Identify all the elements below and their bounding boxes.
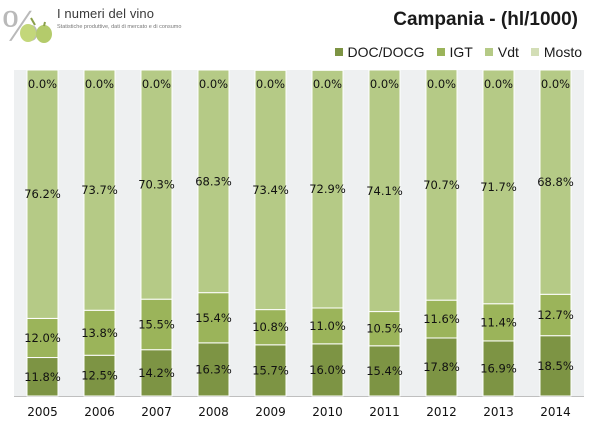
data-label-doc-docg-2009: 15.7% [252,363,289,377]
data-label-mosto-2005: 0.0% [28,77,57,91]
data-label-vdt-2009: 73.4% [252,183,289,197]
bar-doc-docg-2014 [539,335,572,397]
data-label-doc-docg-2008: 16.3% [195,362,232,376]
data-label-vdt-2012: 70.7% [423,178,460,192]
data-label-doc-docg-2013: 16.9% [480,361,517,375]
bar-vdt-2009 [254,69,287,311]
data-label-mosto-2013: 0.0% [484,77,513,91]
bar-igt-2010 [311,307,344,345]
bar-vdt-2010 [311,69,344,309]
bar-doc-docg-2008 [197,342,230,397]
data-label-mosto-2014: 0.0% [541,77,570,91]
legend-swatch-mosto [530,48,539,56]
legend-item-doc-docg: DOC/DOCG [334,44,425,60]
data-label-doc-docg-2014: 18.5% [537,359,574,373]
chart-title: Campania - (hl/1000) [393,9,578,30]
bar-doc-docg-2013 [482,340,515,397]
data-label-mosto-2012: 0.0% [427,77,456,91]
data-label-vdt-2006: 73.7% [81,183,118,197]
legend-swatch-igt [436,48,445,56]
bar-doc-docg-2007 [140,349,173,397]
bar-igt-2005 [26,317,59,359]
data-label-doc-docg-2006: 12.5% [81,369,118,383]
x-tick-label-2006: 2006 [84,405,115,419]
bar-doc-docg-2010 [311,343,344,397]
legend-swatch-doc-docg [334,48,343,56]
data-label-igt-2012: 11.6% [423,312,460,326]
legend-label-doc-docg: DOC/DOCG [347,44,425,60]
bar-vdt-2008 [197,69,230,294]
data-label-igt-2007: 15.5% [138,317,175,331]
bar-vdt-2005 [26,69,59,319]
legend-label-igt: IGT [449,44,473,60]
x-tick-label-2012: 2012 [426,405,457,419]
data-label-vdt-2011: 74.1% [366,184,403,198]
data-label-doc-docg-2007: 14.2% [138,366,175,380]
data-label-vdt-2007: 70.3% [138,178,175,192]
bar-doc-docg-2005 [26,357,59,397]
bar-doc-docg-2011 [368,345,401,397]
data-label-mosto-2007: 0.0% [142,77,171,91]
data-label-doc-docg-2012: 17.8% [423,360,460,374]
bar-vdt-2014 [539,69,572,295]
x-tick-label-2009: 2009 [255,405,286,419]
brand-tagline: Statistiche produttive, dati di mercato … [57,24,182,30]
data-label-igt-2010: 11.0% [309,319,346,333]
x-tick-label-2007: 2007 [141,405,172,419]
data-label-vdt-2014: 68.8% [537,175,574,189]
data-label-igt-2005: 12.0% [24,331,61,345]
brand-title: I numeri del vino [57,6,155,21]
data-label-mosto-2009: 0.0% [256,77,285,91]
data-label-mosto-2011: 0.0% [370,77,399,91]
bar-doc-docg-2009 [254,344,287,397]
data-label-vdt-2013: 71.7% [480,180,517,194]
legend-item-mosto: Mosto [530,44,582,60]
data-label-igt-2014: 12.7% [537,308,574,322]
x-tick-label-2005: 2005 [27,405,58,419]
data-label-vdt-2005: 76.2% [24,187,61,201]
legend-item-vdt: Vdt [484,44,519,60]
bar-igt-2014 [539,293,572,337]
data-label-mosto-2010: 0.0% [313,77,342,91]
bar-igt-2013 [482,303,515,342]
x-tick-label-2008: 2008 [198,405,229,419]
x-tick-label-2013: 2013 [483,405,514,419]
bar-doc-docg-2012 [425,337,458,397]
bar-vdt-2006 [83,69,116,311]
data-label-vdt-2008: 68.3% [195,174,232,188]
legend-swatch-vdt [484,48,493,56]
data-label-mosto-2008: 0.0% [199,77,228,91]
chart-legend: DOC/DOCG IGT Vdt Mosto [323,44,582,60]
bar-vdt-2007 [140,69,173,300]
logo-icon: % [2,1,52,46]
data-label-doc-docg-2011: 15.4% [366,364,403,378]
x-tick-label-2011: 2011 [369,405,400,419]
bar-igt-2007 [140,298,173,351]
x-tick-label-2010: 2010 [312,405,343,419]
x-tick-label-2014: 2014 [540,405,571,419]
data-label-doc-docg-2005: 11.8% [24,370,61,384]
data-label-igt-2009: 10.8% [252,320,289,334]
bar-vdt-2013 [482,69,515,305]
data-label-igt-2011: 10.5% [366,322,403,336]
legend-label-mosto: Mosto [543,44,582,60]
bar-vdt-2011 [368,69,401,313]
data-label-vdt-2010: 72.9% [309,182,346,196]
bar-igt-2011 [368,311,401,347]
data-label-doc-docg-2010: 16.0% [309,363,346,377]
legend-label-vdt: Vdt [497,44,519,60]
data-label-igt-2008: 15.4% [195,311,232,325]
data-label-mosto-2006: 0.0% [85,77,114,91]
legend-item-igt: IGT [436,44,473,60]
data-label-igt-2013: 11.4% [480,315,517,329]
bar-vdt-2012 [425,69,458,301]
data-label-igt-2006: 13.8% [81,326,118,340]
